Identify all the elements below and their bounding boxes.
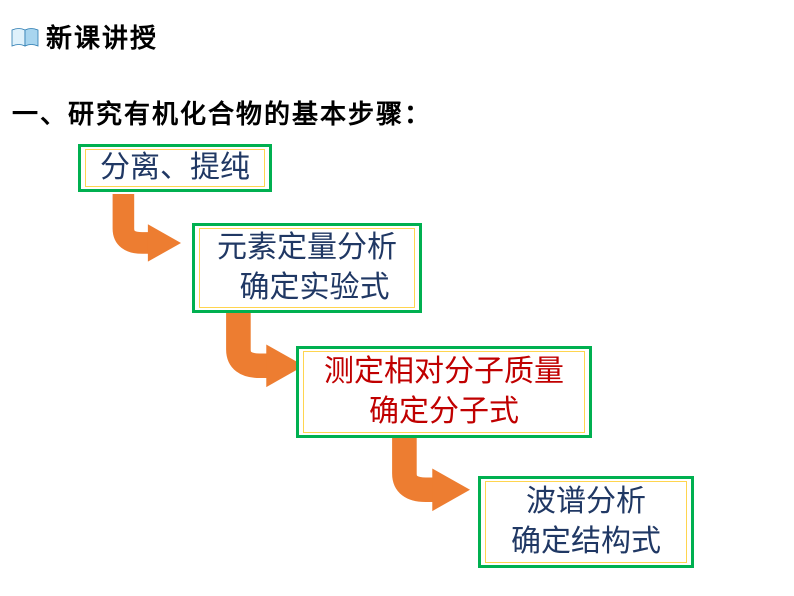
flow-step-text: 确定实验式 (225, 268, 390, 309)
flow-step-text: 测定相对分子质量 (324, 352, 564, 393)
flow-arrow (222, 310, 304, 392)
flow-step-text: 波谱分析 (526, 482, 646, 523)
flow-step-step2: 元素定量分析 确定实验式 (192, 223, 422, 313)
slide-header: 新课讲授 (10, 18, 158, 55)
flow-step-text: 分离、提纯 (100, 148, 250, 189)
flow-step-text: 元素定量分析 (217, 228, 397, 269)
flow-step-inner: 元素定量分析 确定实验式 (199, 228, 415, 308)
slide-header-title: 新课讲授 (46, 18, 158, 55)
flow-step-text: 确定结构式 (511, 522, 661, 563)
book-icon (10, 26, 40, 48)
flow-arrow (388, 434, 470, 516)
flow-step-step3: 测定相对分子质量确定分子式 (296, 346, 592, 438)
section-title: 一、研究有机化合物的基本步骤： (12, 94, 432, 131)
flow-step-inner: 分离、提纯 (85, 149, 265, 187)
flow-step-text: 确定分子式 (369, 392, 519, 433)
flow-step-inner: 波谱分析确定结构式 (485, 481, 687, 563)
flow-step-inner: 测定相对分子质量确定分子式 (303, 351, 585, 433)
flow-step-step4: 波谱分析确定结构式 (478, 476, 694, 568)
flow-arrow (104, 194, 186, 266)
flow-step-step1: 分离、提纯 (78, 144, 272, 192)
